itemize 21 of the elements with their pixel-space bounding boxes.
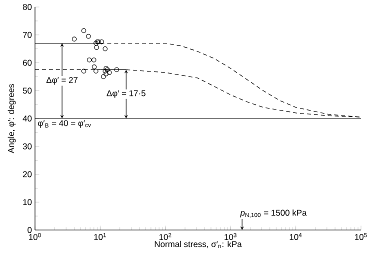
ref-line-label: φ′$_{B}$ = 40 = φ′$_{cv}$ [38,120,91,128]
y-tick-label: 0 [28,227,32,233]
y-tick-label: 20 [22,171,32,178]
x-tick-label: 10$^{0}$ [29,233,41,240]
x-tick-label: 10$^{3}$ [224,233,236,240]
y-axis-title: Angle, φ′: degrees [8,84,16,154]
y-tick-label: 40 [22,116,32,122]
y-tick-label: 30 [22,143,32,150]
x-tick-label: 10$^{4}$ [290,233,302,240]
x-axis-title: Normal stress, σ′$_{n}$: kPa [154,240,242,248]
y-tick-label: 10 [23,199,32,206]
annotation: p$_{N,100}$ = 1500 kPa [240,210,307,218]
x-tick-label: 10$^{5}$ [355,233,367,240]
y-tick-label: 80 [22,4,32,10]
annotation: Δφ′ = 27 [46,77,78,85]
x-tick-label: 10$^{2}$ [159,233,172,240]
y-tick-label: 60 [22,60,32,66]
y-tick-label: 50 [22,88,32,94]
annotation: Δφ′ = 17·5 [106,90,146,98]
y-tick-label: 70 [22,32,32,38]
x-tick-label: 10$^{1}$ [94,233,106,240]
